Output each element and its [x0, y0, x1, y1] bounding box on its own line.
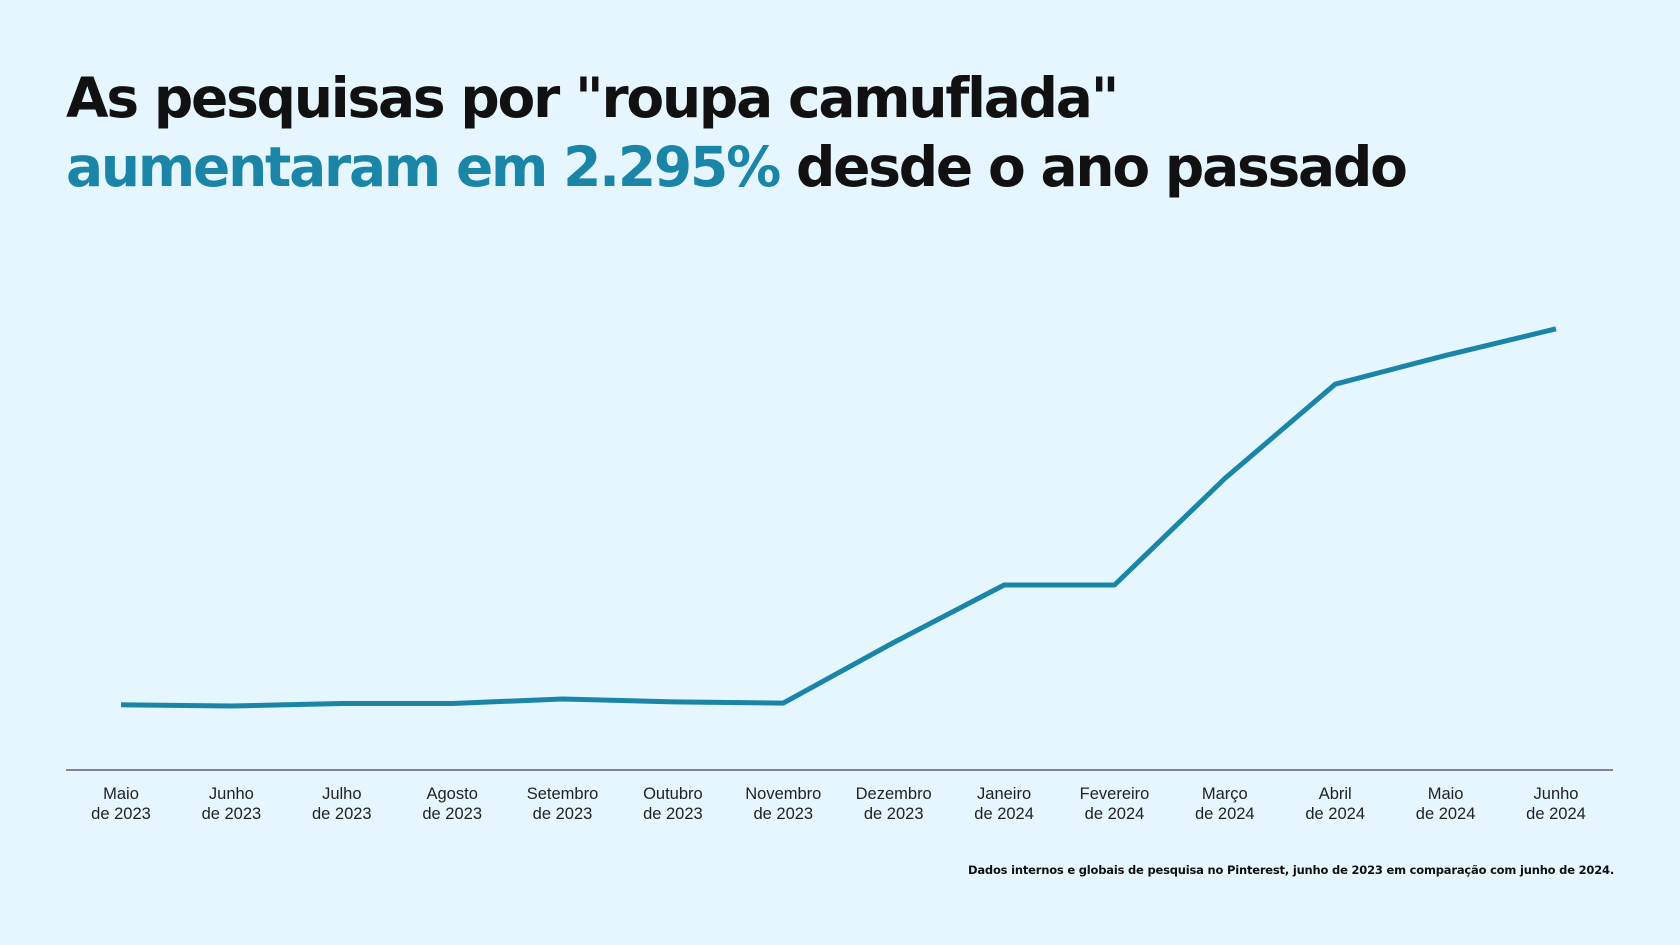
- x-tick-label-year: de 2024: [1416, 805, 1476, 823]
- x-tick-label-year: de 2024: [1305, 805, 1365, 823]
- x-tick-label: Janeiro de 2024: [974, 785, 1034, 823]
- x-tick-label: Agosto de 2023: [422, 785, 482, 823]
- x-tick-label: Março de 2024: [1195, 785, 1255, 823]
- footnote: Dados internos e globais de pesquisa no …: [968, 863, 1614, 877]
- x-tick-label: Julho de 2023: [312, 785, 372, 823]
- x-tick-label-month: Março: [1202, 785, 1248, 803]
- x-tick-label-year: de 2024: [1195, 805, 1255, 823]
- x-tick-label-month: Setembro: [527, 785, 599, 803]
- headline-line-1: As pesquisas por "roupa camuflada": [66, 66, 1119, 130]
- x-tick-label-month: Fevereiro: [1080, 785, 1150, 803]
- x-tick-label: Maio de 2023: [91, 785, 151, 823]
- x-tick-label: Maio de 2024: [1416, 785, 1476, 823]
- x-tick-label-month: Agosto: [427, 785, 478, 803]
- headline-line-2-rest: desde o ano passado: [795, 135, 1408, 199]
- x-tick-label: Junho de 2024: [1526, 785, 1586, 823]
- x-tick-label-year: de 2023: [91, 805, 151, 823]
- x-tick-label-year: de 2023: [202, 805, 262, 823]
- x-tick-label-month: Abril: [1319, 785, 1352, 803]
- x-tick-label: Setembro de 2023: [527, 785, 599, 823]
- x-tick-label-month: Dezembro: [856, 785, 932, 803]
- headline-highlight: aumentaram em 2.295%: [66, 135, 781, 199]
- x-tick-label-year: de 2024: [1085, 805, 1145, 823]
- x-tick-label-year: de 2023: [753, 805, 813, 823]
- x-tick-label-year: de 2023: [864, 805, 924, 823]
- x-tick-label-month: Julho: [322, 785, 361, 803]
- x-tick-label-year: de 2024: [974, 805, 1034, 823]
- x-tick-label: Novembro de 2023: [745, 785, 821, 823]
- x-tick-label-month: Maio: [103, 785, 139, 803]
- headline: As pesquisas por "roupa camuflada" aumen…: [66, 64, 1408, 202]
- x-tick-label: Outubro de 2023: [643, 785, 703, 823]
- x-tick-label-month: Junho: [1534, 785, 1579, 803]
- x-tick-label-year: de 2023: [643, 805, 703, 823]
- x-tick-label-month: Maio: [1428, 785, 1464, 803]
- x-tick-label-month: Novembro: [745, 785, 821, 803]
- x-tick-label-year: de 2024: [1526, 805, 1586, 823]
- series-line: [120, 326, 1557, 709]
- x-tick-label: Fevereiro de 2024: [1080, 785, 1150, 823]
- x-tick-label: Dezembro de 2023: [856, 785, 932, 823]
- x-tick-label-year: de 2023: [533, 805, 593, 823]
- x-tick-label-month: Outubro: [643, 785, 703, 803]
- x-tick-label: Junho de 2023: [202, 785, 262, 823]
- x-tick-label-year: de 2023: [312, 805, 372, 823]
- x-tick-label-month: Junho: [209, 785, 254, 803]
- x-tick-label: Abril de 2024: [1305, 785, 1365, 823]
- x-tick-label-month: Janeiro: [977, 785, 1031, 803]
- x-tick-label-year: de 2023: [422, 805, 482, 823]
